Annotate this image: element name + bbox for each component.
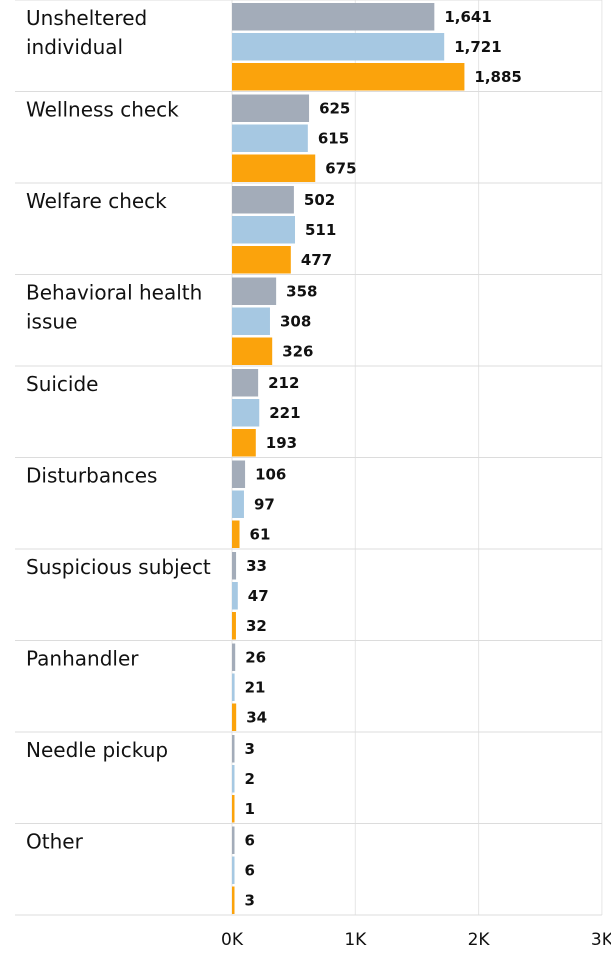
category-label: Behavioral health issue	[26, 281, 202, 334]
data-label: 625	[319, 99, 350, 117]
data-label: 221	[269, 404, 300, 422]
category-separators	[15, 0, 602, 916]
category-label: Disturbances	[26, 464, 157, 488]
data-label: 3	[245, 740, 255, 758]
x-tick-label: 2K	[468, 930, 491, 950]
bar	[232, 795, 235, 823]
bar	[232, 765, 235, 793]
data-label: 358	[286, 282, 317, 300]
category-label: Unsheltered individual	[26, 6, 147, 59]
data-label: 615	[318, 129, 349, 147]
category-labels: Unsheltered individual Wellness check Welfa…	[26, 6, 211, 854]
data-label: 326	[282, 342, 313, 360]
data-label: 1	[245, 800, 255, 818]
bar	[232, 643, 236, 671]
bar	[232, 826, 235, 854]
data-label: 502	[304, 191, 335, 209]
x-tick-label: 3K	[591, 930, 611, 950]
data-label: 1,885	[474, 68, 521, 86]
data-label: 1,641	[444, 8, 491, 26]
category-label: Welfare check	[26, 189, 167, 213]
category-label: Wellness check	[26, 98, 179, 122]
bar	[232, 735, 235, 763]
bar	[232, 277, 277, 305]
bar	[232, 886, 235, 914]
data-label: 3	[245, 891, 255, 909]
bar	[232, 703, 237, 731]
x-tick-label: 1K	[344, 930, 367, 950]
x-tick-label: 0K	[221, 930, 244, 950]
x-axis-ticks: 0K 1K 2K 3K	[221, 930, 611, 950]
bar	[232, 369, 259, 397]
data-label: 511	[305, 221, 336, 239]
bar	[232, 246, 291, 274]
bar	[232, 856, 235, 884]
data-label: 34	[246, 708, 267, 726]
bar	[232, 63, 465, 91]
data-label: 193	[266, 434, 297, 452]
bar	[232, 307, 270, 335]
category-label: Suicide	[26, 372, 98, 396]
bar	[232, 33, 445, 61]
bar	[232, 216, 296, 244]
category-label: Suspicious subject	[26, 555, 211, 579]
data-label: 308	[280, 312, 311, 330]
data-label: 97	[254, 495, 275, 513]
category-label: Other	[26, 830, 84, 854]
data-label: 26	[245, 648, 266, 666]
data-label: 47	[248, 587, 269, 605]
data-label: 33	[246, 557, 267, 575]
data-label: 2	[245, 770, 255, 788]
bar	[232, 582, 238, 610]
data-label: 212	[268, 374, 299, 392]
bar	[232, 124, 308, 152]
bar	[232, 612, 236, 640]
data-label: 1,721	[454, 38, 501, 56]
value-labels: 1,641 1,721 1,885 625 615 675 502 511 477 358 308 3…	[245, 8, 522, 910]
category-label: Panhandler	[26, 647, 139, 671]
bars	[232, 3, 465, 914]
bar	[232, 552, 237, 580]
bar	[232, 399, 260, 427]
bar	[232, 429, 256, 457]
bar	[232, 3, 435, 31]
data-label: 106	[255, 465, 286, 483]
category-label: Needle pickup	[26, 738, 168, 762]
data-label: 61	[250, 525, 271, 543]
data-label: 6	[245, 831, 255, 849]
bar	[232, 490, 244, 518]
bar	[232, 460, 246, 488]
data-label: 675	[325, 159, 356, 177]
bar	[232, 94, 310, 122]
data-label: 477	[301, 251, 332, 269]
data-label: 32	[246, 617, 267, 635]
bar	[232, 154, 316, 182]
bar	[232, 337, 273, 365]
bar	[232, 186, 294, 214]
data-label: 6	[245, 861, 255, 879]
bar	[232, 520, 240, 548]
bar	[232, 673, 235, 701]
data-label: 21	[245, 678, 266, 696]
